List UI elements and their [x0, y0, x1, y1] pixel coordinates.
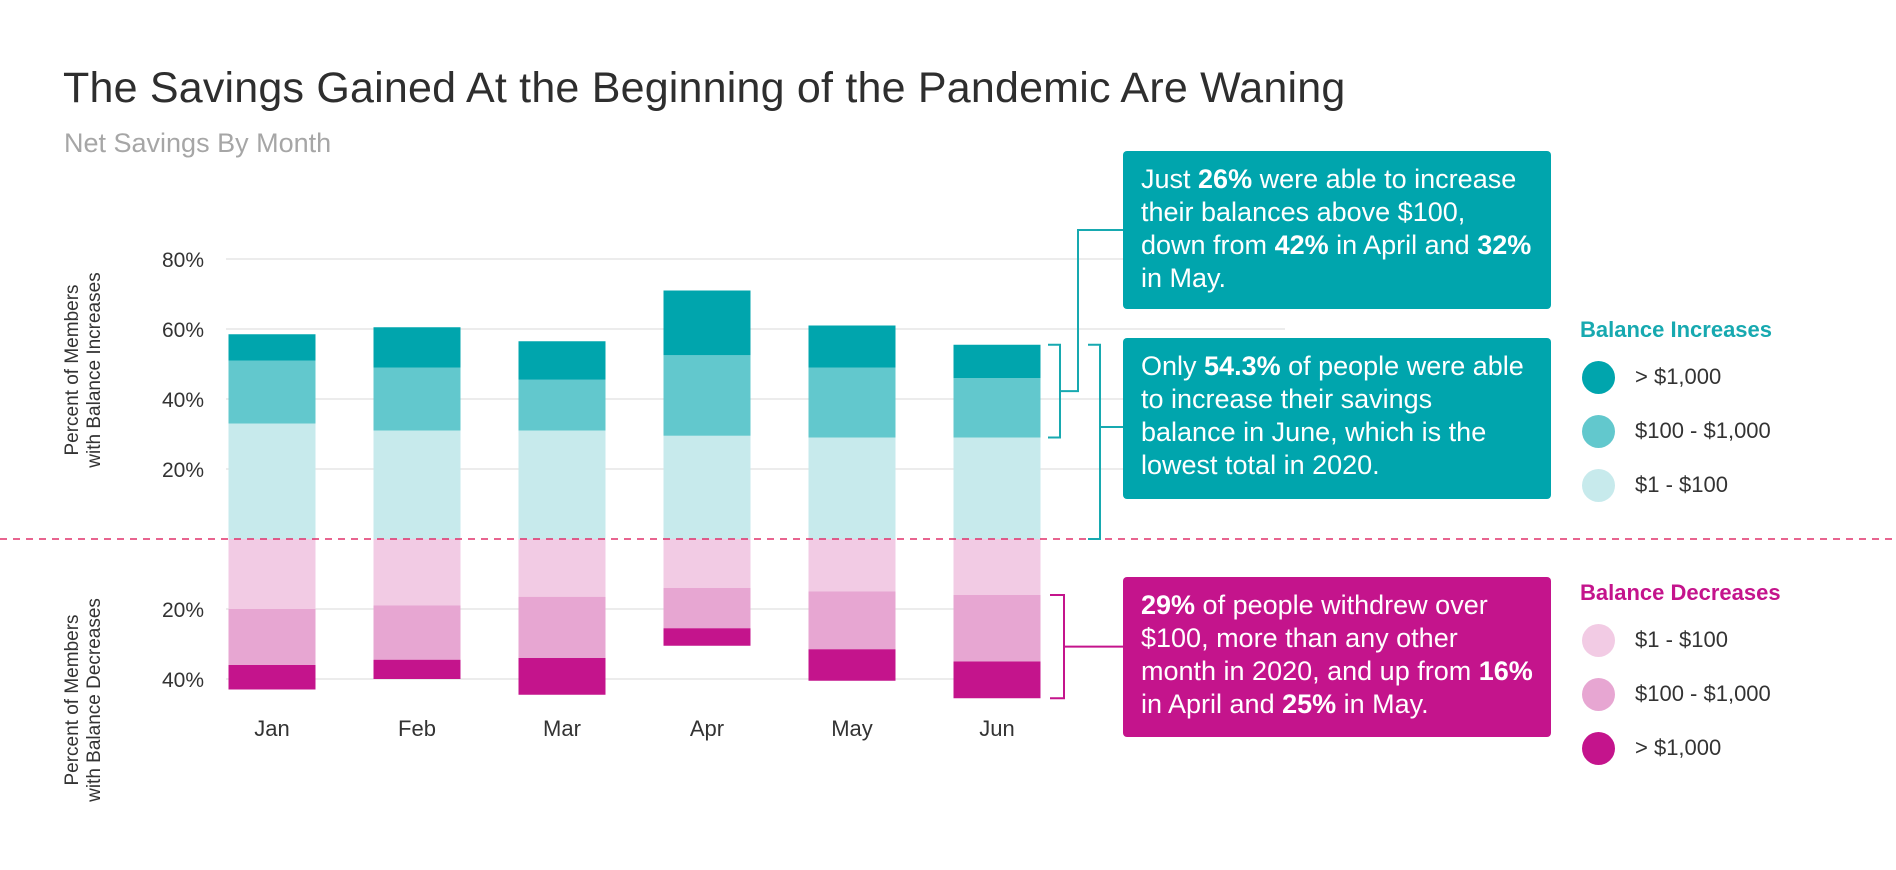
y-tick-label: 20% — [162, 599, 204, 622]
bar-decrease-segment — [953, 661, 1041, 699]
bar-decrease-segment — [373, 539, 461, 606]
annotation-bracket — [1048, 343, 1061, 439]
legend-label: $100 - $1,000 — [1635, 681, 1771, 706]
bar-decrease-segment — [953, 595, 1041, 662]
legend-item-inc-100-1000: $100 - $1,000 — [1582, 414, 1771, 448]
bar-increase-segment — [953, 344, 1041, 378]
bar-increase-segment — [373, 367, 461, 431]
bar-increase-segment — [518, 379, 606, 431]
bar-decrease-segment — [373, 659, 461, 679]
bar-decrease-segment — [228, 539, 316, 609]
y-axis-title-decreases: Percent of Memberswith Balance Decreases — [62, 598, 105, 803]
bar-increase-segment — [663, 355, 751, 436]
legend-swatch — [1582, 677, 1615, 711]
bar-increase-segment — [663, 435, 751, 539]
bar-decrease-segment — [663, 539, 751, 588]
bar-decrease-segment — [373, 605, 461, 660]
bar-increase-segment — [228, 360, 316, 424]
bar-decrease-segment — [518, 539, 606, 597]
y-tick-label: 40% — [162, 389, 204, 412]
y-tick-label: 40% — [162, 669, 204, 692]
chart-title: The Savings Gained At the Beginning of t… — [63, 64, 1346, 112]
legend-item-dec-1-100: $1 - $100 — [1582, 623, 1728, 657]
bar-increase-segment — [518, 430, 606, 539]
legend-item-dec-100-1000: $100 - $1,000 — [1582, 677, 1771, 711]
bar-decrease-segment — [663, 588, 751, 629]
bar-increase-segment — [373, 327, 461, 368]
y-tick-label: 80% — [162, 249, 204, 272]
bar-decrease-segment — [808, 591, 896, 650]
bar-increase-segment — [663, 290, 751, 356]
legend-title-increases: Balance Increases — [1580, 317, 1773, 342]
legend-item-inc-gt1000: > $1,000 — [1582, 360, 1721, 394]
x-tick-label: Jan — [254, 716, 289, 741]
legend-swatch — [1582, 414, 1615, 448]
legend-label: $100 - $1,000 — [1635, 418, 1771, 443]
annotation-bracket — [1088, 343, 1101, 540]
callout-june-total: Only 54.3% of people were able to increa… — [1123, 338, 1551, 499]
chart-subtitle: Net Savings By Month — [64, 128, 332, 158]
bar-increase-segment — [228, 334, 316, 361]
bar-increase-segment — [953, 437, 1041, 539]
x-tick-label: Feb — [398, 716, 436, 741]
bar-decrease-segment — [808, 649, 896, 681]
bar-decrease-segment — [518, 596, 606, 658]
legend-label: > $1,000 — [1635, 364, 1722, 389]
x-tick-label: Jun — [979, 716, 1014, 741]
bar-increase-segment — [518, 341, 606, 380]
x-tick-label: Apr — [690, 716, 724, 741]
legend-label: > $1,000 — [1635, 735, 1722, 760]
legend-swatch — [1582, 360, 1615, 394]
legend-swatch — [1582, 623, 1615, 657]
bar-increase-segment — [228, 423, 316, 539]
legend-label: $1 - $100 — [1635, 627, 1728, 652]
y-tick-label: 60% — [162, 319, 204, 342]
legend-swatch — [1582, 731, 1615, 765]
bar-decrease-segment — [518, 658, 606, 695]
x-tick-label: Mar — [543, 716, 581, 741]
bar-decrease-segment — [808, 539, 896, 592]
bar-decrease-segment — [953, 539, 1041, 595]
bar-increase-segment — [808, 325, 896, 368]
legend-item-dec-gt1000: > $1,000 — [1582, 731, 1721, 765]
y-tick-label: 20% — [162, 459, 204, 482]
bar-increase-segment — [808, 437, 896, 539]
callout-withdrew-over-100: 29% of people withdrew over $100, more t… — [1123, 577, 1551, 737]
bar-decrease-segment — [228, 665, 316, 690]
y-axis-title-increases: Percent of Memberswith Balance Increases — [62, 272, 105, 468]
bar-decrease-segment — [228, 609, 316, 665]
legend-item-inc-1-100: $1 - $100 — [1582, 468, 1728, 502]
bar-increase-segment — [953, 378, 1041, 438]
legend-swatch — [1582, 468, 1615, 502]
annotation-connector — [1060, 229, 1123, 393]
bar-increase-segment — [373, 430, 461, 539]
bar-increase-segment — [808, 367, 896, 438]
legend-title-decreases: Balance Decreases — [1580, 580, 1781, 605]
x-tick-label: May — [831, 716, 873, 741]
callout-increase-above-100: Just 26% were able to increase their bal… — [1123, 151, 1551, 309]
bar-decrease-segment — [663, 628, 751, 646]
legend-label: $1 - $100 — [1635, 472, 1728, 497]
annotation-bracket — [1050, 594, 1065, 700]
